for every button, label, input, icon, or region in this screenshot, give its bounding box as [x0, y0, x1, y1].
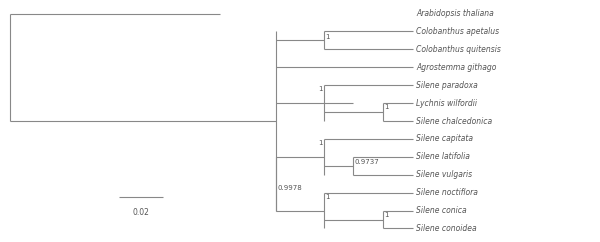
- Text: Arabidopsis thaliana: Arabidopsis thaliana: [416, 9, 494, 18]
- Text: Silene vulgaris: Silene vulgaris: [416, 170, 472, 179]
- Text: Lychnis wilfordii: Lychnis wilfordii: [416, 98, 477, 108]
- Text: Silene chalcedonica: Silene chalcedonica: [416, 116, 492, 126]
- Text: Silene noctiflora: Silene noctiflora: [416, 188, 478, 197]
- Text: Silene paradoxa: Silene paradoxa: [416, 81, 478, 90]
- Text: Silene conica: Silene conica: [416, 206, 467, 215]
- Text: 1: 1: [318, 86, 323, 92]
- Text: Colobanthus quitensis: Colobanthus quitensis: [416, 45, 501, 54]
- Text: Silene capitata: Silene capitata: [416, 134, 473, 144]
- Text: 1: 1: [325, 34, 329, 40]
- Text: 1: 1: [385, 212, 389, 218]
- Text: 1: 1: [325, 194, 329, 200]
- Text: 0.9978: 0.9978: [277, 185, 302, 191]
- Text: 1: 1: [385, 104, 389, 110]
- Text: Agrostemma githago: Agrostemma githago: [416, 63, 496, 72]
- Text: Silene conoidea: Silene conoidea: [416, 224, 476, 233]
- Text: Colobanthus apetalus: Colobanthus apetalus: [416, 27, 499, 36]
- Text: 0.02: 0.02: [133, 208, 149, 217]
- Text: 0.9737: 0.9737: [355, 159, 379, 165]
- Text: Silene latifolia: Silene latifolia: [416, 152, 470, 161]
- Text: 1: 1: [318, 140, 323, 146]
